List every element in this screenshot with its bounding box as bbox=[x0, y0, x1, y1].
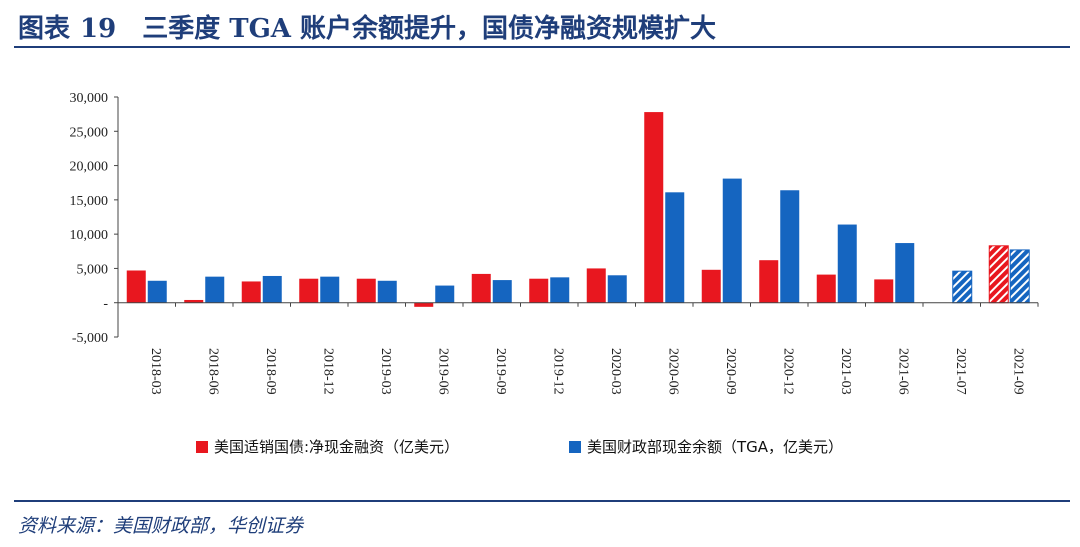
bar-tga-balance bbox=[492, 280, 512, 303]
bar-net-financing bbox=[126, 270, 146, 303]
y-tick-label: -5,000 bbox=[72, 331, 108, 346]
bar-net-financing bbox=[529, 278, 549, 303]
x-category-label: 2020-06 bbox=[665, 348, 680, 395]
y-tick-label: 20,000 bbox=[70, 160, 109, 175]
y-tick-label: 30,000 bbox=[70, 91, 109, 106]
bar-net-financing bbox=[414, 302, 434, 307]
bar-net-financing bbox=[759, 260, 779, 303]
bar-tga-balance bbox=[435, 285, 455, 303]
bar-net-financing bbox=[471, 273, 491, 303]
bar-tga-balance bbox=[1009, 249, 1030, 304]
y-tick-label: - bbox=[103, 297, 108, 312]
bar-tga-balance bbox=[205, 276, 225, 303]
bar-tga-balance bbox=[262, 275, 282, 303]
y-tick-label: 25,000 bbox=[70, 125, 109, 140]
x-category-label: 2021-09 bbox=[1010, 348, 1025, 395]
legend-swatch-red bbox=[196, 440, 208, 453]
source-note: 资料来源：美国财政部，华创证券 bbox=[18, 515, 304, 537]
bar-net-financing bbox=[701, 269, 721, 303]
figure-label: 图表 bbox=[18, 14, 71, 44]
x-category-label: 2018-03 bbox=[148, 348, 163, 395]
x-category-label: 2019-12 bbox=[550, 348, 565, 395]
chart-title: 图表 19 三季度 TGA 账户余额提升，国债净融资规模扩大 bbox=[18, 8, 716, 45]
bar-tga-balance bbox=[665, 192, 685, 303]
legend-swatch-blue bbox=[569, 440, 581, 453]
bar-net-financing bbox=[988, 245, 1009, 304]
bar-net-financing bbox=[644, 112, 664, 303]
x-category-label: 2018-06 bbox=[205, 348, 220, 395]
legend-item-blue: 美国财政部现金余额（TGA，亿美元） bbox=[569, 436, 843, 457]
figure-number: 19 bbox=[80, 14, 117, 44]
bar-net-financing bbox=[874, 279, 894, 303]
x-category-label: 2019-09 bbox=[493, 348, 508, 395]
title-divider bbox=[14, 46, 1070, 48]
x-category-label: 2019-06 bbox=[435, 348, 450, 395]
x-category-label: 2021-03 bbox=[838, 348, 853, 395]
legend-label-blue: 美国财政部现金余额（TGA，亿美元） bbox=[587, 438, 844, 456]
x-category-label: 2019-03 bbox=[378, 348, 393, 395]
bar-net-financing bbox=[299, 278, 319, 303]
source-divider bbox=[14, 500, 1070, 502]
bar-tga-balance bbox=[377, 280, 397, 303]
bar-tga-balance bbox=[837, 224, 857, 303]
bar-net-financing bbox=[816, 274, 836, 303]
y-tick-label: 15,000 bbox=[70, 194, 109, 209]
bar-net-financing bbox=[356, 278, 376, 303]
bar-net-financing bbox=[241, 281, 261, 303]
figure-title-text: 三季度 TGA 账户余额提升，国债净融资规模扩大 bbox=[142, 14, 717, 44]
x-category-label: 2020-12 bbox=[780, 348, 795, 395]
x-category-label: 2021-07 bbox=[953, 348, 968, 395]
x-category-label: 2018-09 bbox=[263, 348, 278, 395]
legend-label-red: 美国适销国债:净现金融资（亿美元） bbox=[214, 438, 460, 456]
bar-net-financing bbox=[184, 299, 204, 303]
bar-tga-balance bbox=[607, 275, 627, 303]
x-category-label: 2020-09 bbox=[723, 348, 738, 395]
bar-tga-balance bbox=[780, 190, 800, 303]
bar-tga-balance bbox=[550, 277, 570, 303]
bar-tga-balance bbox=[722, 178, 742, 303]
legend-item-red: 美国适销国债:净现金融资（亿美元） bbox=[196, 436, 459, 457]
y-tick-label: 10,000 bbox=[70, 228, 109, 243]
bar-tga-balance bbox=[895, 243, 915, 303]
bar-tga-balance bbox=[320, 276, 340, 303]
bar-net-financing bbox=[586, 268, 606, 303]
bar-tga-balance bbox=[952, 270, 973, 304]
x-category-label: 2021-06 bbox=[895, 348, 910, 395]
y-tick-label: 5,000 bbox=[77, 262, 109, 277]
x-category-label: 2020-03 bbox=[608, 348, 623, 395]
bar-tga-balance bbox=[147, 280, 167, 303]
x-category-label: 2018-12 bbox=[320, 348, 335, 395]
